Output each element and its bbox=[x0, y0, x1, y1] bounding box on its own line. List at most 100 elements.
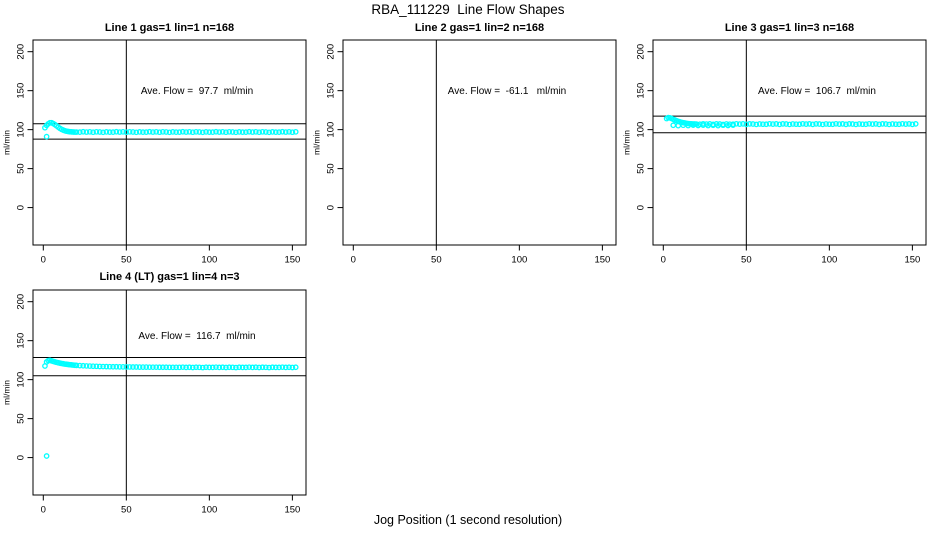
flow-data-point bbox=[183, 129, 189, 135]
flow-data-point bbox=[186, 128, 193, 135]
flow-data-point bbox=[262, 364, 269, 371]
flow-data-point bbox=[770, 121, 776, 127]
flow-data-point bbox=[106, 363, 113, 370]
panel-3-title: Line 3 gas=1 lin=3 n=168 bbox=[724, 22, 855, 34]
flow-data-point bbox=[726, 121, 733, 128]
flow-data-point bbox=[733, 120, 740, 127]
flow-data-point bbox=[783, 121, 790, 127]
flow-data-point bbox=[793, 121, 799, 128]
flow-data-point bbox=[153, 128, 160, 135]
flow-data-point bbox=[176, 364, 183, 371]
flow-data-point bbox=[760, 121, 766, 128]
flow-data-point bbox=[266, 364, 272, 371]
flow-data-point bbox=[156, 364, 163, 371]
flow-data-point bbox=[773, 121, 780, 127]
y-axis-label-3: ml/min bbox=[621, 129, 632, 156]
flow-data-point bbox=[696, 121, 703, 128]
flow-data-point bbox=[146, 128, 153, 135]
x-tick-label: 150 bbox=[284, 505, 300, 516]
flow-data-point bbox=[173, 129, 179, 135]
flow-data-point bbox=[206, 364, 213, 371]
flow-data-point bbox=[720, 121, 726, 128]
flow-data-point bbox=[730, 121, 736, 128]
flow-data-point bbox=[736, 121, 743, 127]
flow-data-point bbox=[163, 364, 170, 371]
flow-data-point bbox=[289, 129, 296, 136]
flow-data-point bbox=[909, 121, 916, 128]
flow-data-point bbox=[93, 363, 100, 370]
flow-data-point bbox=[279, 128, 286, 135]
flow-data-point bbox=[140, 129, 146, 135]
flow-data-point bbox=[143, 129, 150, 135]
flow-data-point bbox=[243, 364, 249, 371]
flow-data-point bbox=[756, 121, 763, 127]
flow-data-point bbox=[80, 128, 86, 135]
flow-data-point bbox=[789, 121, 796, 127]
flow-data-point bbox=[113, 128, 120, 135]
flow-data-point bbox=[140, 364, 146, 370]
flow-data-point bbox=[863, 121, 869, 128]
flow-data-point bbox=[703, 121, 710, 127]
flow-data-point bbox=[103, 129, 110, 135]
flow-data-point bbox=[216, 364, 223, 371]
flow-data-point bbox=[196, 129, 203, 135]
flow-data-point bbox=[710, 121, 716, 128]
y-tick-label: 100 bbox=[326, 122, 337, 138]
flow-data-point bbox=[902, 121, 909, 127]
flow-data-point bbox=[196, 364, 203, 371]
y-tick-label: 200 bbox=[16, 44, 27, 60]
flow-data-point bbox=[113, 363, 120, 370]
flow-data-point bbox=[750, 121, 756, 127]
flow-data-point bbox=[809, 121, 816, 128]
flow-data-point bbox=[716, 121, 723, 127]
flow-data-point bbox=[160, 128, 166, 135]
flow-data-point bbox=[282, 364, 289, 371]
flow-data-point bbox=[83, 363, 90, 369]
flow-data-point bbox=[286, 128, 292, 135]
flow-data-point bbox=[226, 128, 233, 135]
x-tick-label: 0 bbox=[661, 255, 666, 266]
flow-data-point bbox=[236, 129, 243, 135]
flow-data-point bbox=[292, 364, 299, 371]
flow-data-point bbox=[193, 364, 199, 371]
y-tick-label: 150 bbox=[636, 83, 647, 99]
y-tick-label: 150 bbox=[16, 83, 27, 99]
flow-data-point bbox=[43, 453, 50, 459]
flow-data-point bbox=[116, 364, 123, 370]
flow-data-point bbox=[766, 120, 773, 127]
flow-data-point bbox=[150, 129, 156, 135]
flow-data-point bbox=[143, 364, 150, 370]
flow-data-point bbox=[856, 121, 863, 127]
flow-data-point bbox=[843, 121, 849, 128]
flow-data-point bbox=[839, 121, 846, 127]
x-tick-label: 100 bbox=[201, 505, 217, 516]
x-tick-label: 150 bbox=[594, 255, 610, 266]
flow-data-point bbox=[133, 129, 140, 136]
flow-data-point bbox=[130, 129, 136, 135]
y-tick-label: 150 bbox=[326, 83, 337, 99]
flow-data-point bbox=[246, 128, 253, 135]
flow-data-point bbox=[189, 364, 196, 371]
flow-data-point bbox=[833, 120, 839, 127]
y-tick-label: 50 bbox=[16, 163, 27, 174]
flow-data-point bbox=[239, 364, 246, 371]
y-tick-label: 100 bbox=[16, 122, 27, 138]
x-tick-label: 50 bbox=[121, 255, 132, 266]
flow-data-point bbox=[76, 129, 83, 135]
y-tick-label: 100 bbox=[16, 372, 27, 388]
flow-data-point bbox=[836, 121, 843, 127]
flow-data-point bbox=[213, 128, 219, 135]
flow-data-point bbox=[216, 129, 223, 135]
plot-box bbox=[32, 289, 307, 496]
flow-data-point bbox=[126, 364, 133, 370]
flow-data-point bbox=[166, 129, 173, 136]
flow-data-point bbox=[289, 364, 296, 371]
x-tick-label: 0 bbox=[41, 505, 46, 516]
flow-data-point bbox=[123, 129, 130, 136]
flow-data-point bbox=[86, 363, 93, 369]
flow-data-point bbox=[813, 121, 819, 127]
y-tick-label: 50 bbox=[326, 163, 337, 174]
y-tick-label: 150 bbox=[16, 333, 27, 349]
line-4-flow-plot: 0 50 100 150 0 50 100 150 200 bbox=[16, 289, 307, 516]
x-tick-label: 100 bbox=[511, 255, 527, 266]
